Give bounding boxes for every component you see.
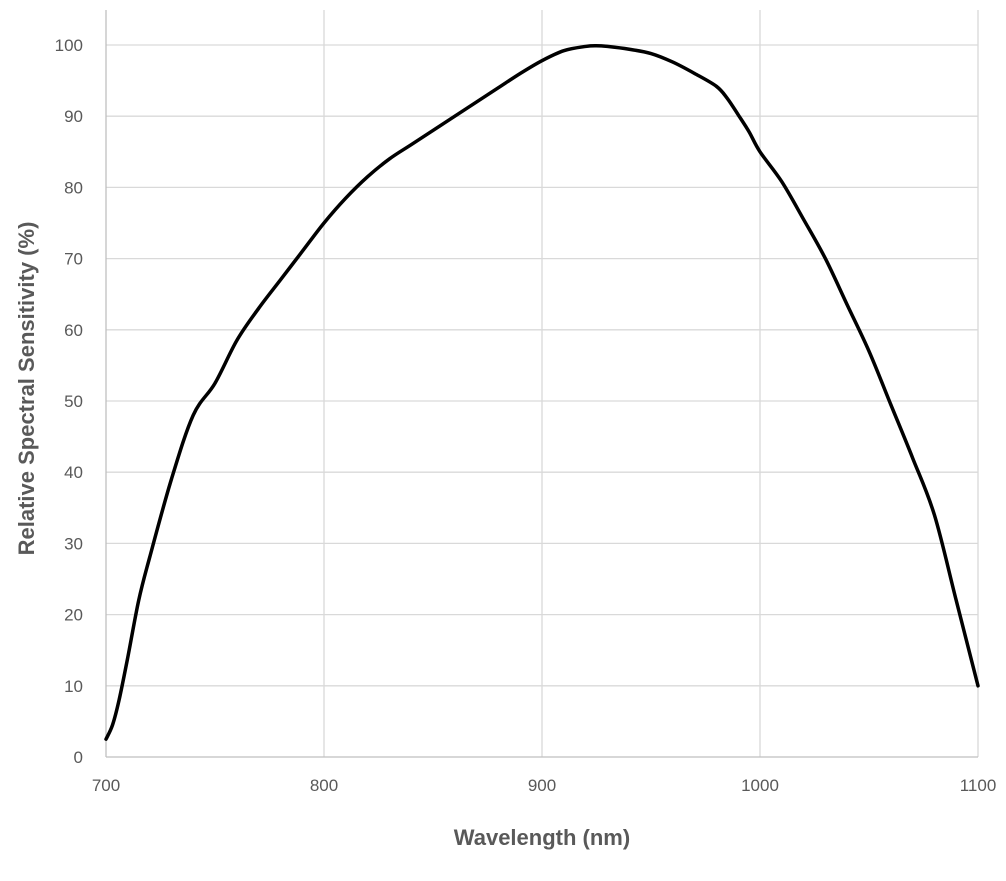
x-tick-label: 1000 <box>741 776 779 795</box>
x-axis-title: Wavelength (nm) <box>454 825 630 850</box>
x-tick-label: 1100 <box>960 776 997 795</box>
y-tick-label: 80 <box>64 178 83 197</box>
y-tick-label: 70 <box>64 250 83 269</box>
x-tick-label: 900 <box>528 776 556 795</box>
y-axis-title: Relative Spectral Sensitivity (%) <box>14 222 39 556</box>
sensitivity-curve <box>104 43 980 741</box>
x-tick-label: 700 <box>92 776 120 795</box>
y-tick-label: 0 <box>74 748 83 767</box>
y-tick-label: 60 <box>64 321 83 340</box>
y-tick-label: 10 <box>64 677 83 696</box>
y-tick-label: 50 <box>64 392 83 411</box>
plot-area <box>104 43 980 741</box>
axes <box>105 10 978 758</box>
y-tick-label: 90 <box>64 107 83 126</box>
x-tick-label: 800 <box>310 776 338 795</box>
tick-labels: 0 10 20 30 40 50 60 70 80 90 100 700 800 900 1000 1100 <box>55 36 997 795</box>
gridlines <box>106 10 979 757</box>
y-tick-label: 20 <box>64 606 83 625</box>
y-tick-label: 100 <box>55 36 83 55</box>
y-tick-label: 40 <box>64 463 83 482</box>
y-tick-label: 30 <box>64 534 83 553</box>
